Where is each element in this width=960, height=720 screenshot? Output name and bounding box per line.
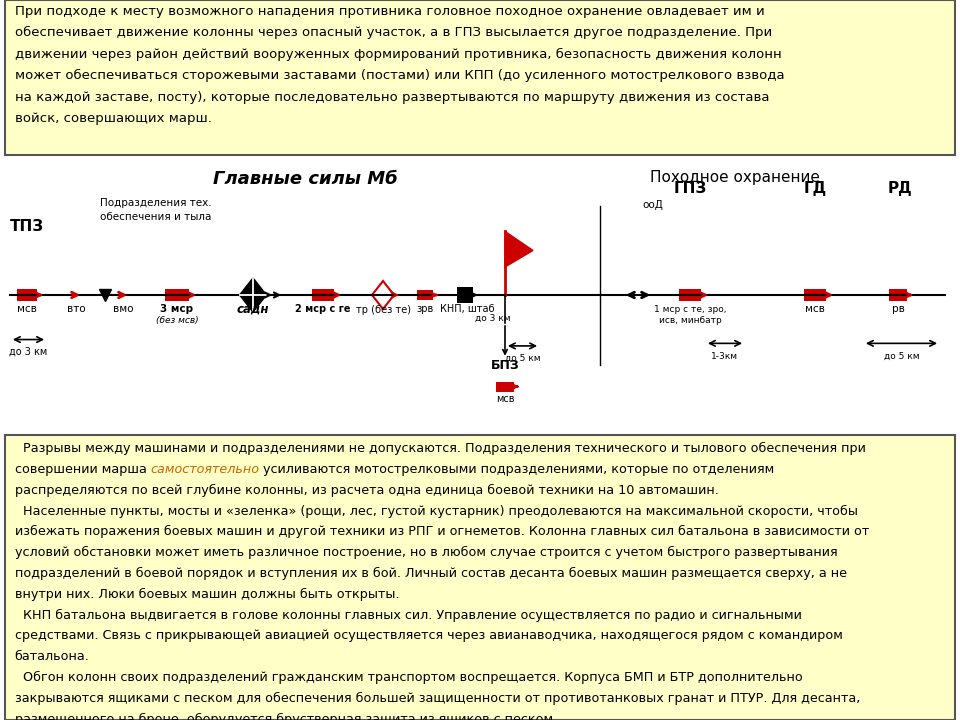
Text: (без мсв): (без мсв) [156, 316, 199, 325]
Text: 3 мср: 3 мср [160, 304, 194, 313]
Text: КНП, штаб: КНП, штаб [440, 304, 494, 313]
Text: совершении марша: совершении марша [14, 463, 151, 476]
Text: вмо: вмо [112, 304, 133, 313]
Bar [17, 289, 37, 301]
Text: распределяются по всей глубине колонны, из расчета одна единица боевой техники н: распределяются по всей глубине колонны, … [14, 484, 718, 497]
Text: КНП батальона выдвигается в голове колонны главных сил. Управление осуществляетс: КНП батальона выдвигается в голове колон… [14, 608, 802, 621]
Text: войск, совершающих марш.: войск, совершающих марш. [14, 112, 211, 125]
Text: зрв: зрв [417, 304, 434, 313]
Polygon shape [505, 231, 533, 267]
Text: мсв: мсв [805, 304, 825, 313]
Bar [457, 287, 473, 302]
Text: батальона.: батальона. [14, 650, 89, 663]
Text: тр (без те): тр (без те) [355, 305, 411, 315]
Text: до 5 км: до 5 км [884, 351, 920, 361]
Bar [889, 289, 907, 301]
Text: Походное охранение: Походное охранение [650, 170, 820, 185]
Text: до 3 км: до 3 км [475, 313, 511, 323]
Text: рв: рв [892, 304, 904, 313]
Text: внутри них. Люки боевых машин должны быть открыты.: внутри них. Люки боевых машин должны быт… [14, 588, 399, 600]
Text: При подходе к месту возможного нападения противника головное походное охранение : При подходе к месту возможного нападения… [14, 4, 764, 18]
Text: подразделений в боевой порядок и вступления их в бой. Личный состав десанта боев: подразделений в боевой порядок и вступле… [14, 567, 847, 580]
Text: мсв: мсв [17, 304, 36, 313]
Text: Разрывы между машинами и подразделениями не допускаются. Подразделения техническ: Разрывы между машинами и подразделениями… [14, 442, 865, 455]
Text: обеспечения и тыла: обеспечения и тыла [100, 212, 211, 222]
Text: закрываются ящиками с песком для обеспечения большей защищенности от противотанк: закрываются ящиками с песком для обеспеч… [14, 692, 860, 705]
Text: до 3 км: до 3 км [9, 347, 47, 357]
Text: Обгон колонн своих подразделений гражданским транспортом воспрещается. Корпуса Б: Обгон колонн своих подразделений граждан… [14, 671, 803, 684]
Bar [417, 290, 433, 300]
Text: ТПЗ: ТПЗ [10, 220, 44, 235]
Text: 1-3км: 1-3км [711, 351, 738, 361]
Text: самостоятельно: самостоятельно [151, 463, 259, 476]
Polygon shape [240, 279, 266, 312]
Text: Подразделения тех.: Подразделения тех. [100, 198, 211, 208]
Text: 1 мср с те, зро,: 1 мср с те, зро, [654, 305, 727, 313]
Text: движении через район действий вооруженных формирований противника, безопасность : движении через район действий вооруженны… [14, 48, 781, 60]
Text: условий обстановки может иметь различное построение, но в любом случае строится : условий обстановки может иметь различное… [14, 546, 837, 559]
Text: Населенные пункты, мосты и «зеленка» (рощи, лес, густой кустарник) преодолеваютс: Населенные пункты, мосты и «зеленка» (ро… [14, 505, 857, 518]
Text: обеспечивает движение колонны через опасный участок, а в ГПЗ высылается другое п: обеспечивает движение колонны через опас… [14, 26, 772, 40]
Text: избежать поражения боевых машин и другой техники из РПГ и огнеметов. Колонна гла: избежать поражения боевых машин и другой… [14, 526, 869, 539]
Text: может обеспечиваться сторожевыми заставами (постами) или КПП (до усиленного мото: может обеспечиваться сторожевыми застава… [14, 69, 784, 82]
Text: ГД: ГД [804, 181, 827, 196]
Bar [312, 289, 334, 302]
Text: садн: садн [237, 303, 269, 316]
Text: мсв: мсв [495, 394, 515, 404]
Text: ооД: ооД [642, 200, 663, 210]
Text: усиливаются мотострелковыми подразделениями, которые по отделениям: усиливаются мотострелковыми подразделени… [259, 463, 775, 476]
Text: 2 мср с ге: 2 мср с ге [296, 304, 350, 313]
Text: Главные силы Мб: Главные силы Мб [212, 170, 397, 188]
Text: РД: РД [888, 181, 912, 196]
Text: на каждой заставе, посту), которые последовательно развертываются по маршруту дв: на каждой заставе, посту), которые после… [14, 91, 769, 104]
Bar [496, 382, 514, 392]
Text: размещенного на броне, оборудуется брустверная защита из ящиков с песком.: размещенного на броне, оборудуется бруст… [14, 713, 557, 720]
Bar [804, 289, 826, 302]
FancyBboxPatch shape [5, 435, 955, 720]
Text: исв, минбатр: исв, минбатр [659, 316, 721, 325]
Text: средствами. Связь с прикрывающей авиацией осуществляется через авианаводчика, на: средствами. Связь с прикрывающей авиацие… [14, 629, 842, 642]
Text: до 5 км: до 5 км [505, 354, 540, 363]
Bar [165, 289, 189, 302]
Text: БПЗ: БПЗ [491, 359, 519, 372]
Text: вто: вто [66, 304, 85, 313]
Bar [679, 289, 701, 302]
FancyBboxPatch shape [5, 0, 955, 155]
Text: ГПЗ: ГПЗ [673, 181, 707, 196]
